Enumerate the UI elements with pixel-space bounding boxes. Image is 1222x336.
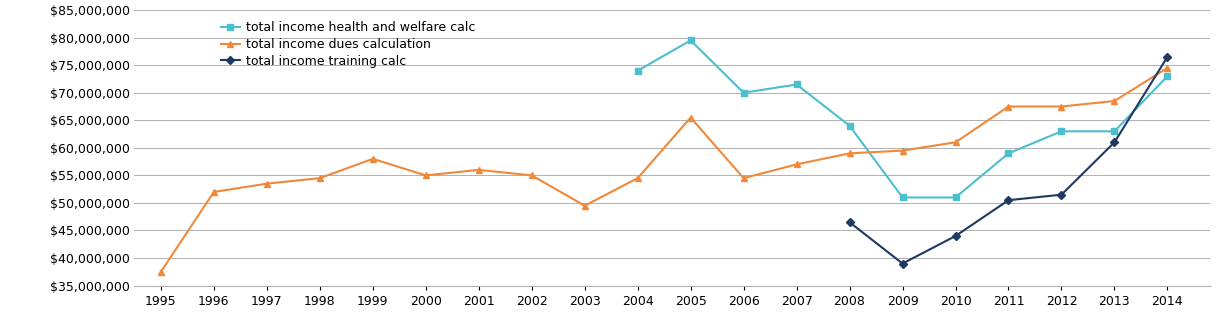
total income health and welfare calc: [1055, 129, 1069, 133]
total income dues calculation: [259, 182, 274, 186]
total income health and welfare calc: [789, 82, 804, 86]
total income dues calculation: [313, 176, 327, 180]
total income training calc: [1055, 193, 1069, 197]
total income health and welfare calc: [896, 196, 910, 200]
total income training calc: [1107, 140, 1122, 144]
total income health and welfare calc: [948, 196, 963, 200]
total income health and welfare calc: [737, 91, 752, 95]
Legend: total income health and welfare calc, total income dues calculation, total incom: total income health and welfare calc, to…: [216, 16, 480, 73]
total income training calc: [842, 220, 857, 224]
total income dues calculation: [154, 270, 169, 274]
Line: total income health and welfare calc: total income health and welfare calc: [634, 37, 1171, 201]
total income health and welfare calc: [683, 38, 698, 42]
Line: total income training calc: total income training calc: [847, 54, 1171, 266]
total income health and welfare calc: [631, 69, 645, 73]
total income dues calculation: [1001, 104, 1015, 109]
total income training calc: [1001, 198, 1015, 202]
total income dues calculation: [1055, 104, 1069, 109]
total income dues calculation: [365, 157, 380, 161]
total income health and welfare calc: [1107, 129, 1122, 133]
Line: total income dues calculation: total income dues calculation: [158, 65, 1171, 275]
total income health and welfare calc: [1160, 74, 1174, 78]
total income health and welfare calc: [1001, 151, 1015, 155]
total income training calc: [896, 261, 910, 265]
total income dues calculation: [1107, 99, 1122, 103]
total income dues calculation: [896, 149, 910, 153]
total income dues calculation: [789, 162, 804, 166]
total income training calc: [948, 234, 963, 238]
total income dues calculation: [842, 151, 857, 155]
total income training calc: [1160, 55, 1174, 59]
total income health and welfare calc: [842, 124, 857, 128]
total income dues calculation: [683, 116, 698, 120]
total income dues calculation: [418, 173, 433, 177]
total income dues calculation: [577, 204, 591, 208]
total income dues calculation: [737, 176, 752, 180]
total income dues calculation: [948, 140, 963, 144]
total income dues calculation: [524, 173, 539, 177]
total income dues calculation: [1160, 66, 1174, 70]
total income dues calculation: [631, 176, 645, 180]
total income dues calculation: [472, 168, 486, 172]
total income dues calculation: [207, 190, 221, 194]
